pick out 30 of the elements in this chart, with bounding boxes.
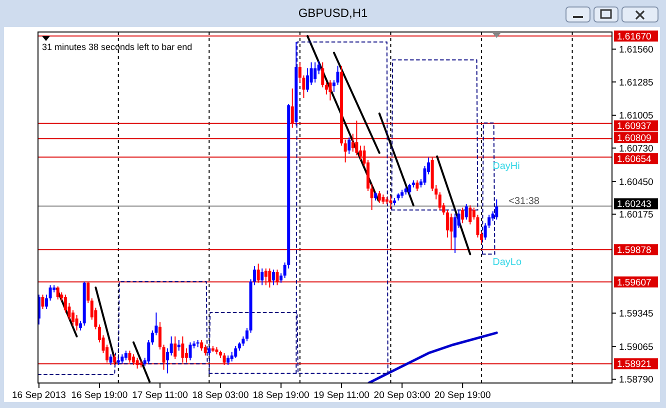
chart-title: GBPUSD,H1: [298, 6, 368, 20]
x-tick-label: 20 Sep 19:00: [434, 390, 491, 401]
x-tick-label: 19 Sep 11:00: [314, 390, 370, 401]
y-tick-label: 1.59065: [619, 342, 654, 353]
y-tick-label: 1.61005: [619, 110, 654, 122]
ref-line-label: 1.60654: [617, 154, 652, 165]
x-tick-label: 18 Sep 19:00: [252, 390, 310, 401]
annotation: DayHi: [492, 161, 520, 172]
x-tick-label: 16 Sep 19:00: [71, 390, 128, 401]
annotation: <31:38: [508, 196, 540, 208]
annotation: DayLo: [492, 256, 522, 268]
ref-line-label: 1.58921: [617, 359, 652, 370]
ref-line-label: 1.61670: [617, 31, 652, 42]
ref-line-label: 1.59607: [617, 277, 652, 288]
annotation: 31 minutes 38 seconds left to bar end: [42, 42, 192, 52]
y-tick-label: 1.58790: [619, 374, 654, 386]
y-tick-label: 1.61560: [619, 44, 654, 56]
y-tick-label: 1.61285: [619, 77, 654, 88]
x-tick-label: 17 Sep 11:00: [132, 390, 188, 401]
y-tick-label: 1.59345: [619, 308, 654, 320]
x-tick-label: 20 Sep 03:00: [374, 390, 430, 401]
y-tick-label: 1.60730: [619, 143, 654, 154]
ref-line-label: 1.60809: [617, 132, 652, 144]
x-tick-label: 18 Sep 03:00: [192, 390, 249, 401]
y-tick-label: 1.60175: [619, 210, 654, 221]
ref-line-label: 1.60243: [617, 199, 652, 210]
ref-line-label: 1.60937: [617, 121, 652, 132]
y-tick-label: 1.60450: [619, 176, 654, 188]
x-tick-label: 16 Sep 2013: [12, 390, 66, 401]
ref-line-label: 1.59878: [617, 244, 652, 256]
